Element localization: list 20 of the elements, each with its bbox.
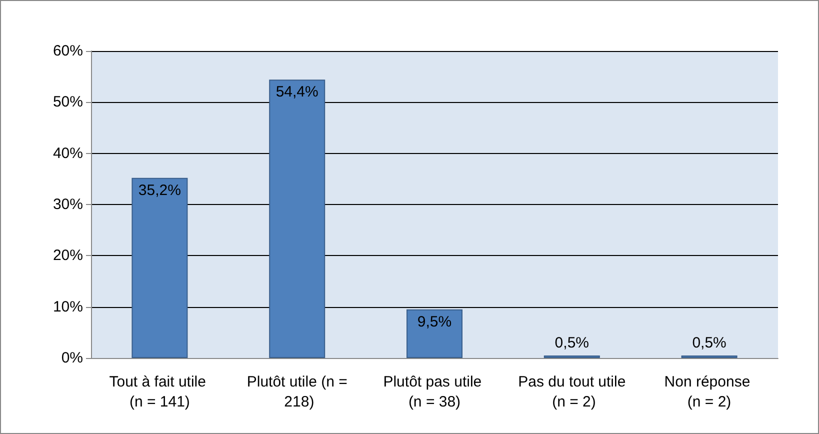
y-tick-label: 50% [52,94,83,111]
x-tick-label: Plutôt pas utile (n = 38) [383,374,486,410]
data-label: 54,4% [276,84,318,101]
x-tick-label: Plutôt utile (n = 218) [246,374,348,410]
data-label: 9,5% [417,313,452,330]
y-tick-label: 30% [52,196,83,213]
x-tick-label: Pas du tout utile (n = 2) [518,374,626,410]
y-tick-label: 40% [52,144,83,162]
bar [132,178,188,358]
x-tick-label: Non réponse (n = 2) [664,374,754,410]
y-tick-label: 60% [52,42,83,60]
x-tick-label: Tout à fait utile (n = 141) [109,374,210,410]
y-tick-label: 10% [52,298,83,316]
data-label: 0,5% [554,334,589,352]
bar [406,309,462,358]
bar [269,80,326,358]
data-label: 35,2% [138,182,181,199]
y-tick-label: 0% [61,350,83,366]
y-tick-label: 20% [52,247,83,264]
data-label: 0,5% [692,334,726,352]
